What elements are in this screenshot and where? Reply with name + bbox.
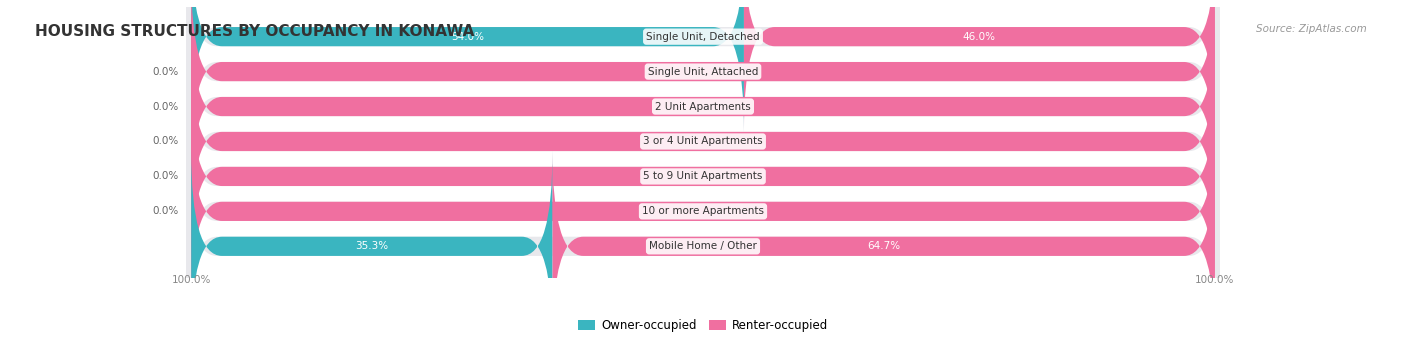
Text: 0.0%: 0.0% [153,102,179,111]
Text: 10 or more Apartments: 10 or more Apartments [643,206,763,216]
FancyBboxPatch shape [191,151,553,342]
Text: 0.0%: 0.0% [153,206,179,216]
Text: 3 or 4 Unit Apartments: 3 or 4 Unit Apartments [643,136,763,146]
Text: HOUSING STRUCTURES BY OCCUPANCY IN KONAWA: HOUSING STRUCTURES BY OCCUPANCY IN KONAW… [35,24,475,39]
FancyBboxPatch shape [191,0,1215,167]
Text: 100.0%: 100.0% [1236,171,1275,181]
Text: Single Unit, Detached: Single Unit, Detached [647,32,759,42]
FancyBboxPatch shape [191,46,1215,237]
FancyBboxPatch shape [191,0,744,132]
Text: 64.7%: 64.7% [868,241,900,251]
Text: 2 Unit Apartments: 2 Unit Apartments [655,102,751,111]
Text: 46.0%: 46.0% [963,32,995,42]
Text: 0.0%: 0.0% [153,67,179,77]
FancyBboxPatch shape [191,116,1215,306]
Text: 100.0%: 100.0% [172,275,211,285]
Text: 100.0%: 100.0% [1195,275,1234,285]
Text: Source: ZipAtlas.com: Source: ZipAtlas.com [1256,24,1367,34]
Text: 100.0%: 100.0% [1236,206,1275,216]
FancyBboxPatch shape [186,11,1220,202]
Text: 100.0%: 100.0% [1236,67,1275,77]
FancyBboxPatch shape [186,151,1220,342]
FancyBboxPatch shape [191,81,1215,272]
Text: 100.0%: 100.0% [1236,136,1275,146]
FancyBboxPatch shape [191,11,1215,202]
Text: Single Unit, Attached: Single Unit, Attached [648,67,758,77]
Legend: Owner-occupied, Renter-occupied: Owner-occupied, Renter-occupied [572,314,834,337]
FancyBboxPatch shape [186,0,1220,167]
Text: 54.0%: 54.0% [451,32,484,42]
FancyBboxPatch shape [553,151,1215,342]
Text: Mobile Home / Other: Mobile Home / Other [650,241,756,251]
FancyBboxPatch shape [186,116,1220,306]
Text: 100.0%: 100.0% [1236,102,1275,111]
Text: 0.0%: 0.0% [153,136,179,146]
FancyBboxPatch shape [744,0,1215,132]
FancyBboxPatch shape [186,81,1220,272]
Text: 0.0%: 0.0% [153,171,179,181]
Text: 35.3%: 35.3% [356,241,388,251]
FancyBboxPatch shape [186,46,1220,237]
Text: 5 to 9 Unit Apartments: 5 to 9 Unit Apartments [644,171,762,181]
FancyBboxPatch shape [186,0,1220,132]
